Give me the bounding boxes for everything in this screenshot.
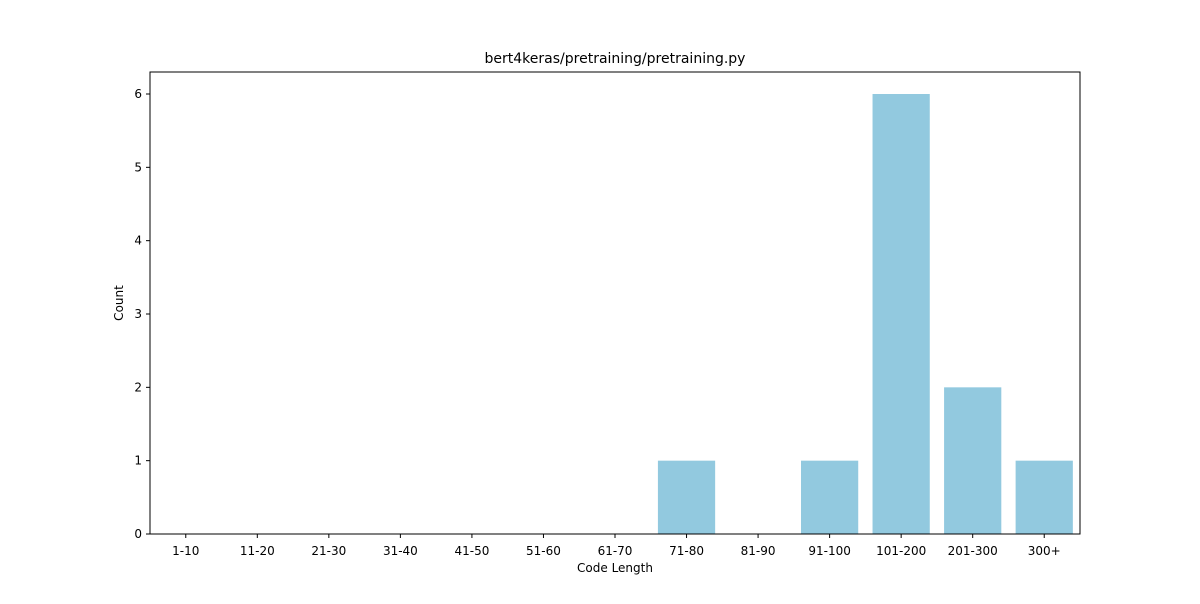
x-tick-label: 91-100 — [808, 544, 851, 558]
y-tick-label: 4 — [134, 234, 142, 248]
x-tick-label: 61-70 — [598, 544, 633, 558]
x-axis: 1-10 11-20 21-30 31-40 41-50 51-60 61-70 71-80 8… — [172, 534, 1061, 558]
y-tick-label: 0 — [134, 527, 142, 541]
x-tick-label: 300+ — [1028, 544, 1061, 558]
x-tick-label: 1-10 — [172, 544, 199, 558]
bars-layer — [657, 94, 1073, 534]
x-tick-label: 71-80 — [669, 544, 704, 558]
x-tick-label: 11-20 — [240, 544, 275, 558]
x-tick-label: 101-200 — [876, 544, 926, 558]
x-tick-label: 51-60 — [526, 544, 561, 558]
y-tick-label: 5 — [134, 160, 142, 174]
x-tick-label: 201-300 — [948, 544, 998, 558]
y-axis: 0 1 2 3 4 5 6 — [134, 87, 150, 541]
x-tick-label: 31-40 — [383, 544, 418, 558]
x-tick-label: 41-50 — [454, 544, 489, 558]
chart-title: bert4keras/pretraining/pretraining.py — [485, 51, 746, 67]
bar-300+ — [1015, 460, 1073, 534]
y-tick-label: 6 — [134, 87, 142, 101]
plot-frame — [149, 71, 1081, 535]
x-axis-label: Code Length — [577, 561, 653, 575]
bar-101-200 — [872, 94, 930, 534]
y-tick-label: 2 — [134, 380, 142, 394]
bar-91-100 — [801, 460, 859, 534]
y-tick-label: 3 — [134, 307, 142, 321]
x-tick-label: 81-90 — [741, 544, 776, 558]
y-tick-label: 1 — [134, 454, 142, 468]
y-axis-label: Count — [112, 285, 126, 321]
x-tick-label: 21-30 — [311, 544, 346, 558]
bar-71-80 — [657, 460, 716, 534]
bar-201-300 — [944, 387, 1002, 534]
